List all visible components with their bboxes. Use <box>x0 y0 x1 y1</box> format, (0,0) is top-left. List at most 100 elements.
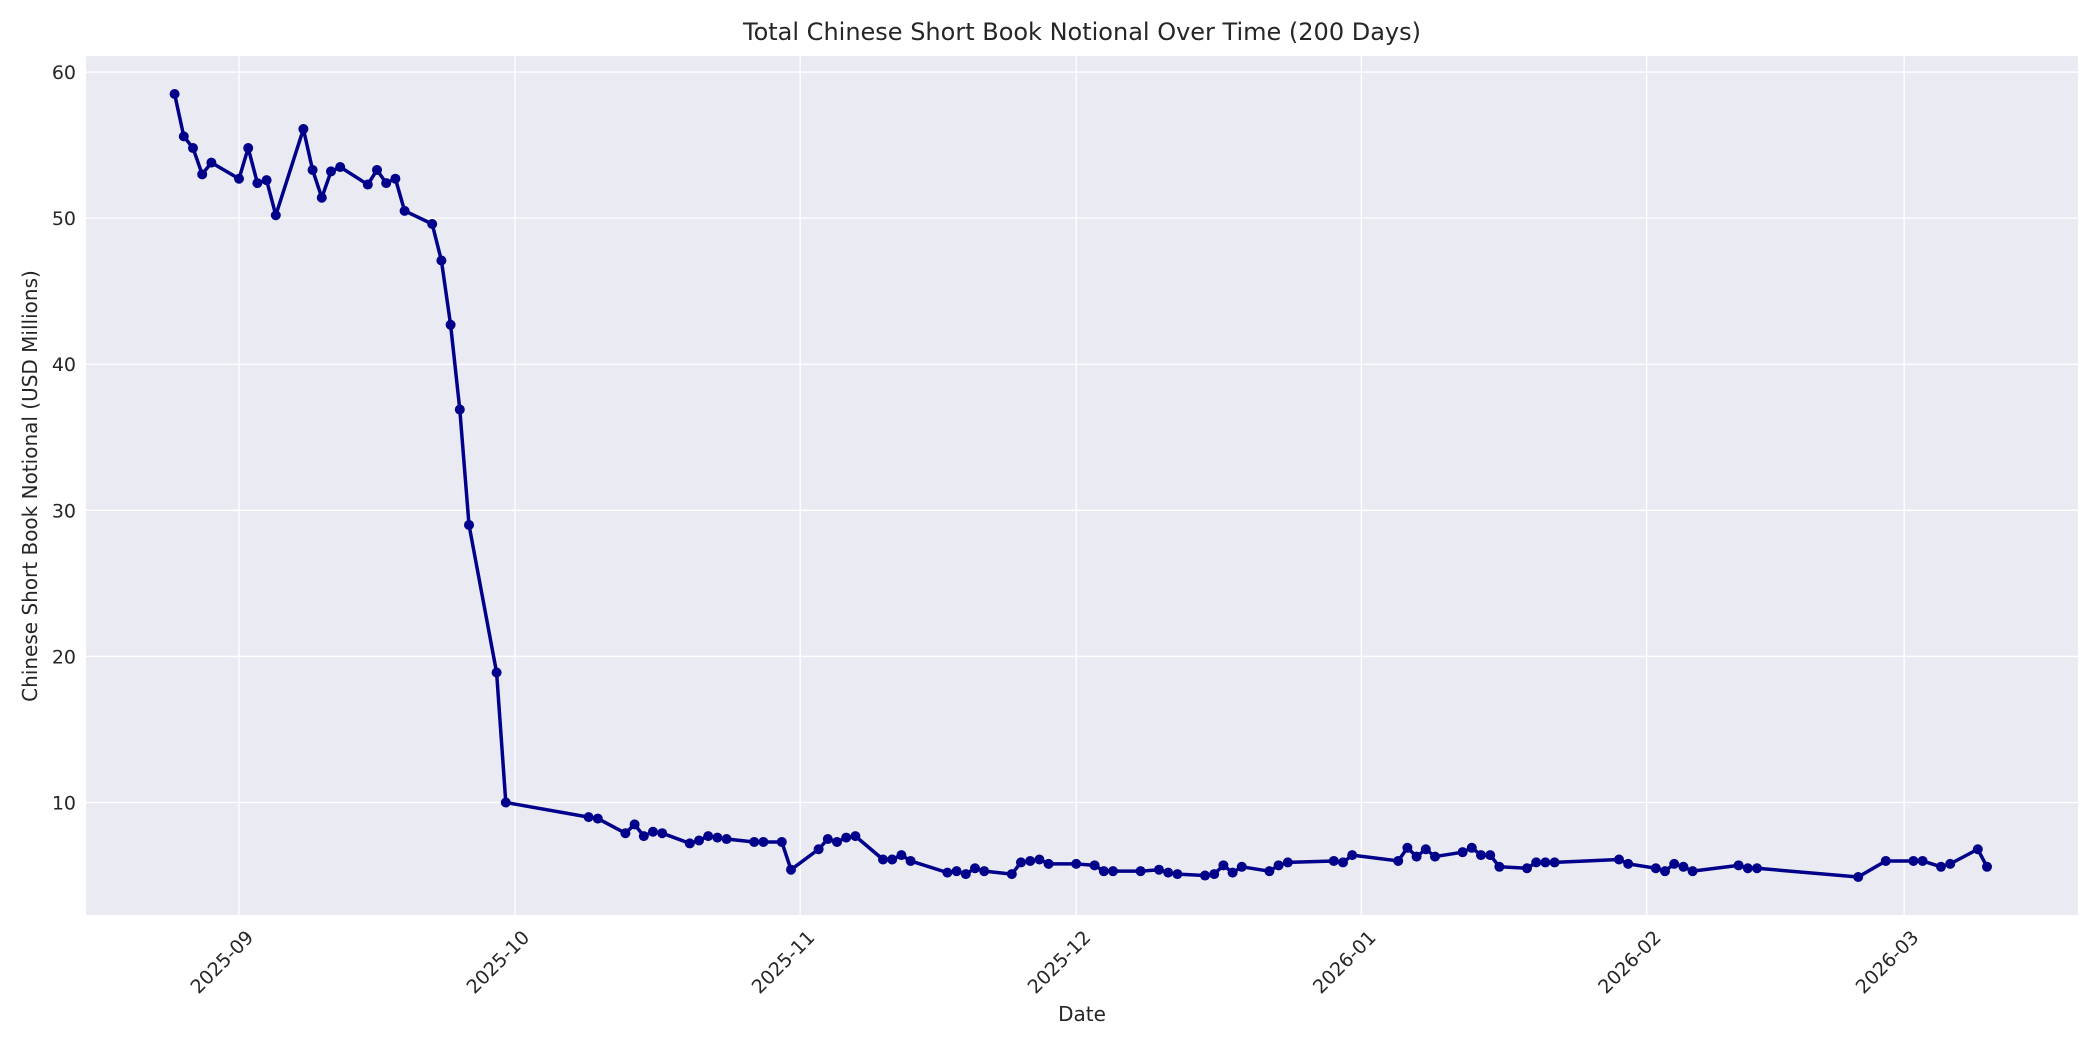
data-point-marker <box>1402 842 1413 853</box>
data-point-marker <box>500 797 511 808</box>
data-point-marker <box>1531 857 1542 868</box>
data-point-marker <box>1089 860 1100 871</box>
data-point-marker <box>629 819 640 830</box>
data-point-marker <box>1660 866 1670 877</box>
y-tick-label: 60 <box>52 62 76 84</box>
x-tick-label: 2026-01 <box>1309 927 1381 999</box>
data-point-marker <box>1154 864 1164 875</box>
data-point-marker <box>1282 857 1293 868</box>
data-point-marker <box>758 836 769 847</box>
data-point-marker <box>703 831 714 842</box>
x-axis-label: Date <box>1058 1002 1106 1026</box>
data-point-marker <box>1025 855 1036 866</box>
data-point-marker <box>464 519 474 530</box>
data-point-marker <box>1347 850 1358 861</box>
data-point-marker <box>326 166 336 177</box>
data-point-marker <box>841 832 852 843</box>
data-point-marker <box>592 813 603 824</box>
data-point-marker <box>1006 869 1017 880</box>
x-tick-label: 2025-11 <box>748 927 820 999</box>
data-point-marker <box>197 169 208 180</box>
data-point-marker <box>381 178 392 189</box>
data-point-marker <box>887 854 898 865</box>
data-point-marker <box>712 832 723 843</box>
data-point-marker <box>850 831 861 842</box>
data-point-marker <box>620 828 631 839</box>
y-tick-label: 30 <box>52 500 76 522</box>
data-point-marker <box>1494 861 1505 872</box>
data-point-marker <box>243 143 254 154</box>
data-point-marker <box>1614 854 1624 865</box>
data-point-marker <box>491 667 502 678</box>
data-point-marker <box>1108 866 1118 877</box>
data-point-marker <box>1466 842 1477 853</box>
data-point-marker <box>638 831 649 842</box>
data-point-marker <box>1917 855 1928 866</box>
data-point-marker <box>1135 866 1146 877</box>
data-point-marker <box>1200 870 1210 881</box>
data-point-marker <box>684 838 695 849</box>
y-axis-label: Chinese Short Book Notional (USD Million… <box>18 270 42 702</box>
data-point-marker <box>436 255 447 266</box>
data-point-marker <box>1908 855 1919 866</box>
x-tick-label: 2025-09 <box>186 927 258 999</box>
data-point-marker <box>1163 867 1174 878</box>
data-point-marker <box>832 836 842 847</box>
data-point-marker <box>1420 844 1431 855</box>
data-point-marker <box>721 834 732 845</box>
data-point-marker <box>178 131 189 142</box>
data-point-marker <box>583 812 594 823</box>
data-point-marker <box>1623 858 1634 869</box>
data-point-marker <box>905 855 916 866</box>
data-point-marker <box>362 179 373 190</box>
x-tick-label: 2025-10 <box>462 927 534 999</box>
data-point-marker <box>234 173 244 184</box>
data-point-marker <box>1430 851 1440 862</box>
data-point-marker <box>1098 866 1109 877</box>
x-tick-label: 2026-02 <box>1594 927 1666 999</box>
data-point-marker <box>372 164 382 175</box>
data-point-marker <box>1936 861 1946 872</box>
data-point-marker <box>749 836 760 847</box>
data-point-marker <box>1411 851 1422 862</box>
data-point-marker <box>335 162 346 173</box>
data-point-marker <box>1650 863 1661 874</box>
y-tick-label: 10 <box>52 793 76 815</box>
data-point-marker <box>970 863 980 874</box>
plot-background <box>86 56 2078 915</box>
data-point-marker <box>1669 858 1680 869</box>
data-point-marker <box>1733 860 1744 871</box>
data-point-marker <box>1687 866 1698 877</box>
y-tick-label: 20 <box>52 646 76 668</box>
data-point-marker <box>1880 855 1891 866</box>
data-point-marker <box>206 157 217 168</box>
data-point-marker <box>878 854 888 865</box>
data-point-marker <box>270 210 281 221</box>
data-point-marker <box>445 319 456 330</box>
data-point-marker <box>657 828 668 839</box>
data-point-marker <box>261 175 272 186</box>
data-point-marker <box>1540 857 1551 868</box>
data-point-marker <box>1043 858 1054 869</box>
data-point-marker <box>316 192 327 203</box>
data-point-marker <box>1227 867 1238 878</box>
data-point-marker <box>648 826 658 837</box>
data-point-marker <box>1853 872 1864 883</box>
data-point-marker <box>390 173 401 184</box>
x-tick-label: 2026-03 <box>1852 927 1924 999</box>
data-point-marker <box>1016 857 1026 868</box>
data-point-marker <box>951 866 962 877</box>
data-point-marker <box>1522 863 1532 874</box>
data-point-marker <box>1476 850 1486 861</box>
data-point-marker <box>1972 844 1983 855</box>
data-point-marker <box>1034 854 1045 865</box>
data-point-marker <box>979 866 990 877</box>
data-point-marker <box>252 178 263 189</box>
data-point-marker <box>1678 861 1689 872</box>
data-point-marker <box>307 164 318 175</box>
data-point-marker <box>822 834 833 845</box>
data-point-marker <box>1328 855 1339 866</box>
data-point-marker <box>1752 863 1762 874</box>
data-point-marker <box>776 836 787 847</box>
